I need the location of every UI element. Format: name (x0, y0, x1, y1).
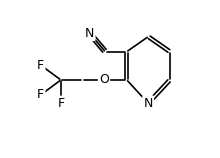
Text: O: O (99, 73, 109, 86)
Text: F: F (57, 97, 64, 110)
Text: N: N (85, 27, 94, 40)
Text: F: F (37, 59, 44, 72)
Text: N: N (143, 97, 153, 110)
Text: F: F (37, 88, 44, 101)
